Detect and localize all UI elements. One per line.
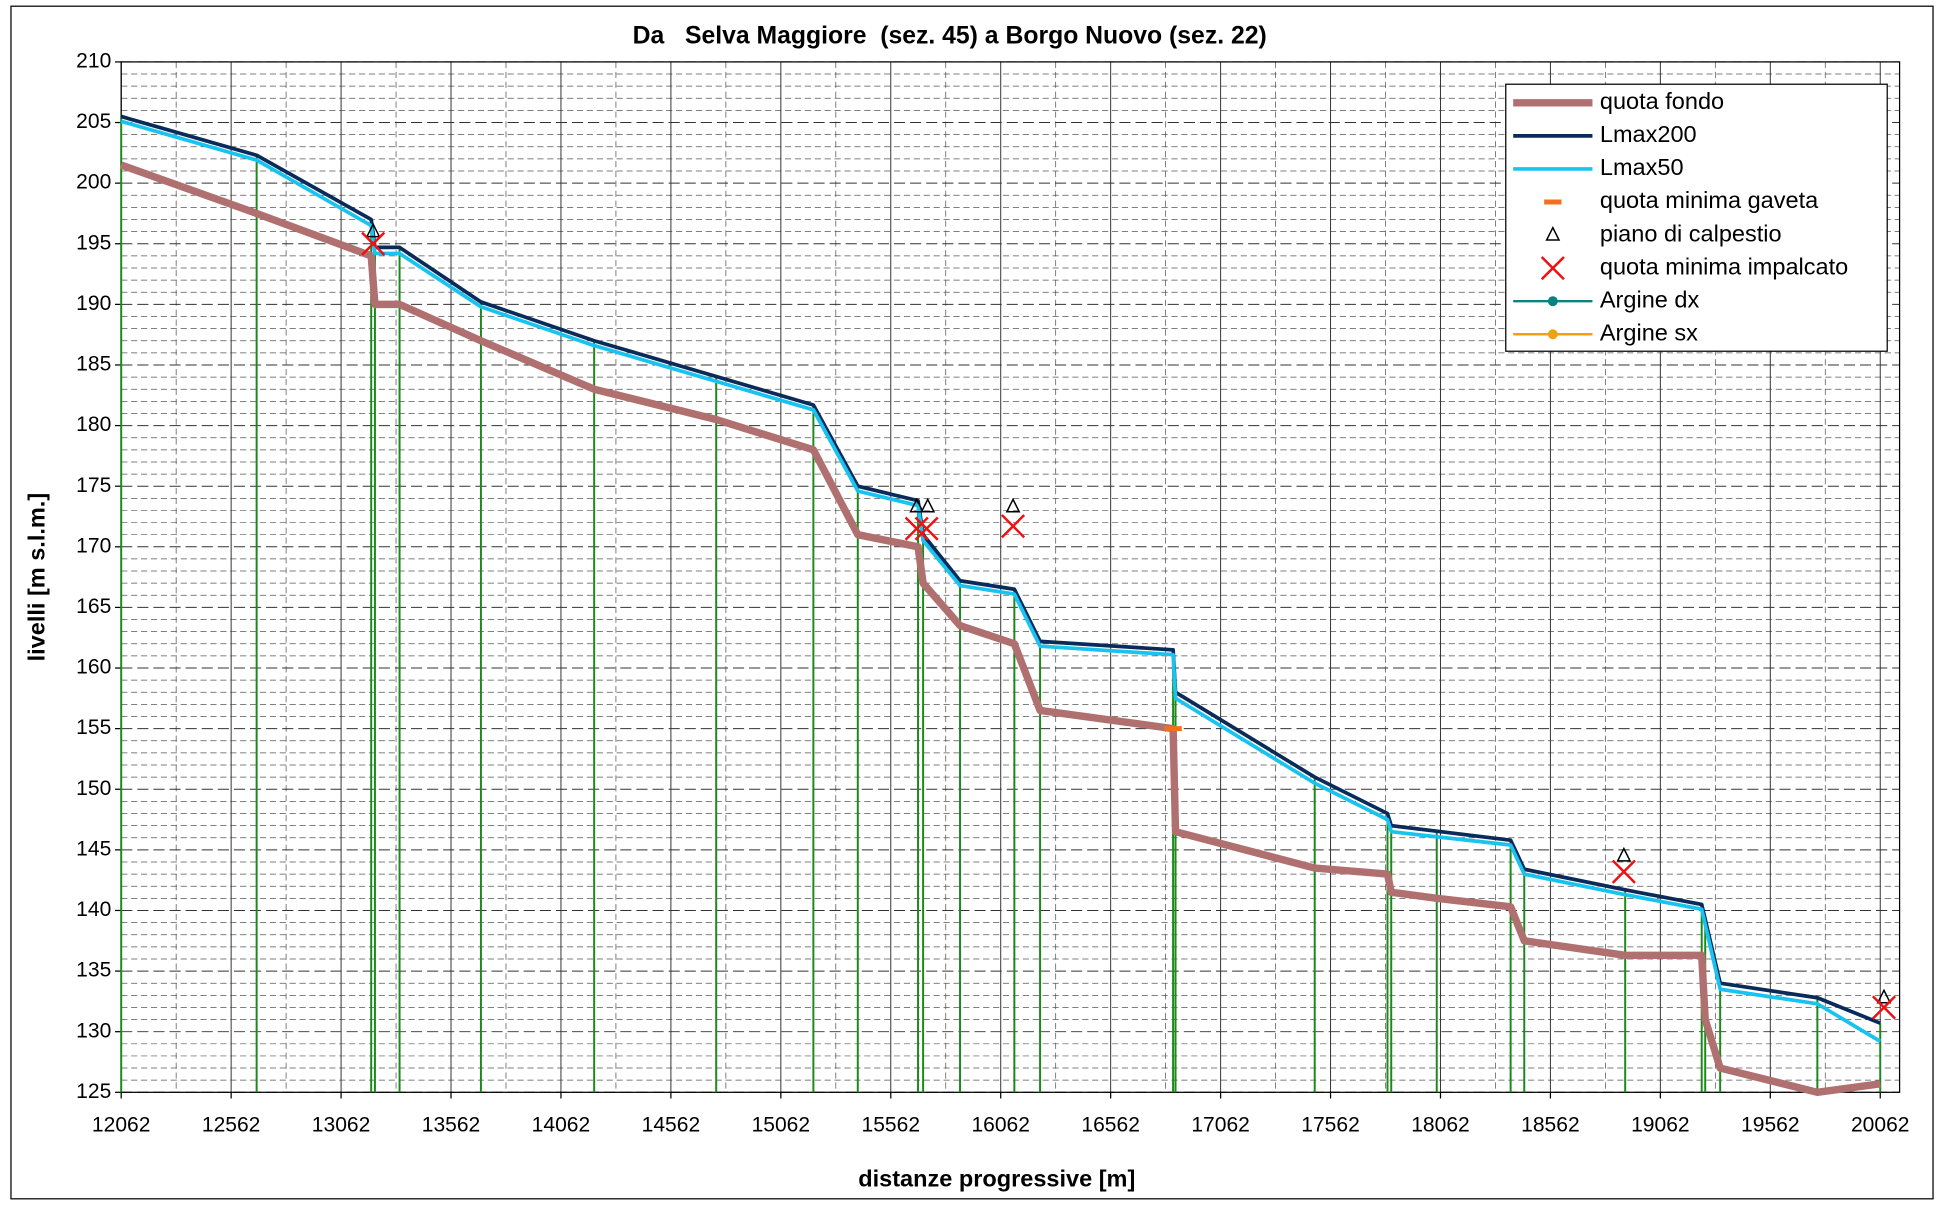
cross-marker xyxy=(914,516,939,541)
y-tick-label: 190 xyxy=(76,292,111,315)
marks xyxy=(119,114,1896,1097)
x-tick-label: 16562 xyxy=(1081,1113,1140,1136)
y-tick-label: 125 xyxy=(76,1080,111,1103)
legend-label: Lmax50 xyxy=(1600,154,1684,180)
triangle-marker xyxy=(1005,497,1021,513)
y-tick-label: 175 xyxy=(76,474,111,497)
x-tick-label: 19062 xyxy=(1631,1113,1690,1136)
legend-label: Argine sx xyxy=(1600,319,1698,345)
triangle-marker xyxy=(1616,846,1632,862)
x-tick-label: 17562 xyxy=(1301,1113,1360,1136)
legend-label: piano di calpestio xyxy=(1600,220,1782,246)
x-tick-label: 13062 xyxy=(312,1113,371,1136)
y-tick-label: 130 xyxy=(76,1019,111,1042)
triangle-marker xyxy=(1876,988,1892,1004)
legend-box xyxy=(1505,83,1888,352)
x-tick-label: 13562 xyxy=(422,1113,481,1136)
cross-marker xyxy=(1871,995,1896,1020)
y-tick-label: 145 xyxy=(76,837,111,860)
cross-marker xyxy=(1001,514,1026,539)
legend: quota fondo Lmax200 Lmax50 quota minima gav… xyxy=(1505,83,1888,352)
chart-title: Da Selva Maggiore (sez. 45) a Borgo Nuov… xyxy=(633,23,1267,50)
x-tick-label: 14562 xyxy=(642,1113,701,1136)
series-line xyxy=(120,119,1882,1043)
y-tick-label: 205 xyxy=(76,110,111,133)
x-tick-label: 18562 xyxy=(1521,1113,1580,1136)
y-tick-label: 160 xyxy=(76,656,111,679)
series-line xyxy=(120,114,1881,1025)
dot-marker xyxy=(1547,296,1558,307)
y-tick-label: 170 xyxy=(76,534,111,557)
series-line xyxy=(119,161,1881,1097)
x-axis-label: distanze progressive [m] xyxy=(858,1165,1135,1191)
cross-marker xyxy=(1611,859,1636,884)
dot-marker xyxy=(1547,329,1558,340)
x-tick-label: 15062 xyxy=(752,1113,811,1136)
triangle-marker xyxy=(365,222,381,238)
x-tick-label: 17062 xyxy=(1191,1113,1250,1136)
legend-label: quota minima gaveta xyxy=(1600,187,1819,213)
y-tick-label: 195 xyxy=(76,231,111,254)
triangle-marker xyxy=(909,497,925,513)
y-tick-label: 200 xyxy=(76,171,111,194)
legend-label: Argine dx xyxy=(1600,286,1700,312)
y-tick-label: 135 xyxy=(76,959,111,982)
cross-marker xyxy=(1540,256,1565,281)
x-tick-label: 12562 xyxy=(202,1113,261,1136)
y-tick-label: 150 xyxy=(76,777,111,800)
y-tick-label: 185 xyxy=(76,353,111,376)
cross-marker xyxy=(904,516,929,541)
x-tick-label: 12062 xyxy=(92,1113,151,1136)
legend-label: Lmax200 xyxy=(1600,121,1697,147)
cross-marker xyxy=(361,231,386,256)
x-tick-label: 15562 xyxy=(862,1113,921,1136)
y-tick-label: 140 xyxy=(76,898,111,921)
x-tick-label: 20062 xyxy=(1851,1113,1910,1136)
triangle-marker xyxy=(1545,225,1561,241)
y-tick-label: 180 xyxy=(76,413,111,436)
y-tick-label: 155 xyxy=(76,716,111,739)
y-tick-label: 210 xyxy=(76,49,111,72)
x-tick-label: 19562 xyxy=(1741,1113,1800,1136)
x-tick-label: 18062 xyxy=(1411,1113,1470,1136)
y-tick-label: 165 xyxy=(76,595,111,618)
x-tick-label: 16062 xyxy=(971,1113,1030,1136)
legend-label: quota minima impalcato xyxy=(1600,253,1848,279)
triangle-marker xyxy=(920,497,936,513)
legend-label: quota fondo xyxy=(1600,88,1724,114)
x-tick-label: 14062 xyxy=(532,1113,591,1136)
y-axis-label: livelli [m s.l.m.] xyxy=(23,493,49,662)
